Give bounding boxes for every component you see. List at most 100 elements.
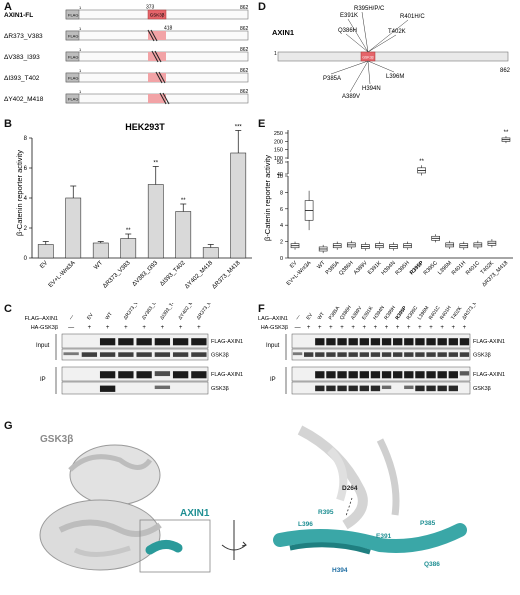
x-tick-label: H394N (381, 260, 397, 276)
blot-band (359, 371, 369, 379)
ha-mark: + (396, 325, 400, 331)
blot-band (348, 385, 358, 392)
axin1-helix-left (145, 540, 183, 555)
deletion-mark (158, 71, 166, 84)
panel-label-f: F (258, 303, 265, 315)
panel-label-b: B (4, 118, 12, 130)
lane-label: — (68, 314, 76, 322)
ha-mark: + (463, 325, 467, 331)
blot-band (337, 352, 347, 357)
blot-band (337, 338, 347, 346)
mutation-line (367, 34, 397, 53)
panel-label-e: E (258, 118, 266, 130)
blot-band (370, 338, 381, 346)
y-tick-label: 8 (24, 136, 28, 142)
blot-band (404, 371, 414, 379)
mutation-label: P385A (323, 76, 341, 82)
blot-strip (61, 348, 209, 361)
deletion-mark (155, 71, 163, 84)
ha-mark: + (161, 325, 165, 331)
panel-d-end: 862 (500, 68, 511, 74)
blot-band (404, 385, 414, 390)
panel-f-blot: FLAG–AXIN1HA-GSK3β——EV+WT+P385A+Q386H+A3… (258, 303, 505, 395)
significance-mark: ** (181, 198, 186, 204)
construct-name: ΔR373_V383 (4, 33, 43, 40)
panel-b-ylabel: β-Catenin reporter activity (15, 150, 24, 236)
panel-d-gsk-label: GSK3β (362, 56, 373, 60)
deletion-mark (150, 29, 158, 42)
y-tick-label: 4 (24, 196, 28, 202)
blot-band (118, 338, 134, 346)
lane-label: EV (86, 312, 95, 321)
flag-tag (65, 51, 80, 62)
panel-b-title: HEK293T (125, 122, 165, 132)
mutation-label: T402K (388, 29, 406, 35)
panel-label-g: G (4, 420, 13, 432)
ip-label: IP (270, 377, 276, 383)
residue-label: Q386 (424, 561, 440, 568)
bar (147, 184, 164, 259)
residue-label: H394 (332, 567, 348, 574)
y-tick-label: 100 (274, 156, 283, 162)
x-tick-label: WT (93, 260, 104, 271)
deletion-mark (162, 92, 170, 105)
x-tick-label: R395P (409, 260, 425, 276)
blot-band (426, 338, 436, 346)
flag-label: FLAG (68, 75, 78, 80)
gsk-site-label: GSK3β (150, 12, 165, 17)
blot-band (99, 385, 116, 392)
blot-band (337, 371, 347, 379)
start-number: 1 (79, 68, 82, 73)
band-label: FLAG-AXIN1 (473, 372, 505, 378)
row-label-ha: HA-GSK3β (261, 325, 288, 331)
blot-band (459, 352, 470, 357)
row-label-ha: HA-GSK3β (31, 325, 58, 331)
residue-label: R395 (318, 509, 334, 516)
mutation-label: E391K (340, 13, 358, 19)
blot-band (437, 385, 447, 392)
blot-strip (291, 348, 471, 361)
mutation-label: Q386H (338, 28, 357, 34)
mutation-line (347, 18, 369, 53)
row-label-flag: FLAG–AXIN1 (258, 316, 288, 322)
blot-strip (291, 366, 471, 382)
start-number: 1 (79, 5, 82, 10)
y-tick-label: 200 (274, 139, 283, 145)
ip-label: IP (40, 377, 46, 383)
input-label: Input (266, 343, 280, 349)
blot-band (437, 338, 447, 346)
ha-mark: + (329, 325, 333, 331)
construct-name: AXIN1-FL (4, 12, 33, 19)
x-tick-label: L396M (437, 260, 453, 276)
blot-band (136, 371, 152, 379)
blot-band (99, 352, 116, 357)
blot-band (381, 385, 392, 390)
y-tick-label: 150 (274, 148, 283, 154)
ha-mark: + (179, 325, 183, 331)
axin1-label: AXIN1 (180, 508, 210, 519)
ha-mark: + (407, 325, 411, 331)
blot-band (459, 371, 470, 376)
blot-band (136, 338, 152, 346)
gsk3b-label: GSK3β (40, 434, 73, 445)
ha-mark: + (440, 325, 444, 331)
ha-mark: + (307, 325, 311, 331)
blot-band (326, 352, 336, 357)
blot-band (437, 352, 447, 357)
blot-band (359, 352, 369, 357)
significance-mark: ** (126, 228, 131, 234)
band-label: GSK3β (211, 386, 229, 392)
bar (37, 244, 54, 259)
x-tick-label: A389V (353, 260, 369, 276)
end-number: 862 (240, 5, 249, 11)
panel-b-bar-chart: HEK293T β-Catenin reporter activity 0 2 4 6… (15, 122, 252, 290)
blot-strip (61, 366, 209, 382)
ha-mark: + (124, 325, 128, 331)
blot-band (118, 352, 134, 357)
gsk-binding-site (148, 31, 166, 40)
mutation-label: A389V (342, 94, 360, 100)
flag-label: FLAG (68, 54, 78, 59)
mutation-line (345, 33, 369, 53)
blot-strip (61, 381, 209, 395)
x-tick-label: WT (316, 260, 327, 271)
